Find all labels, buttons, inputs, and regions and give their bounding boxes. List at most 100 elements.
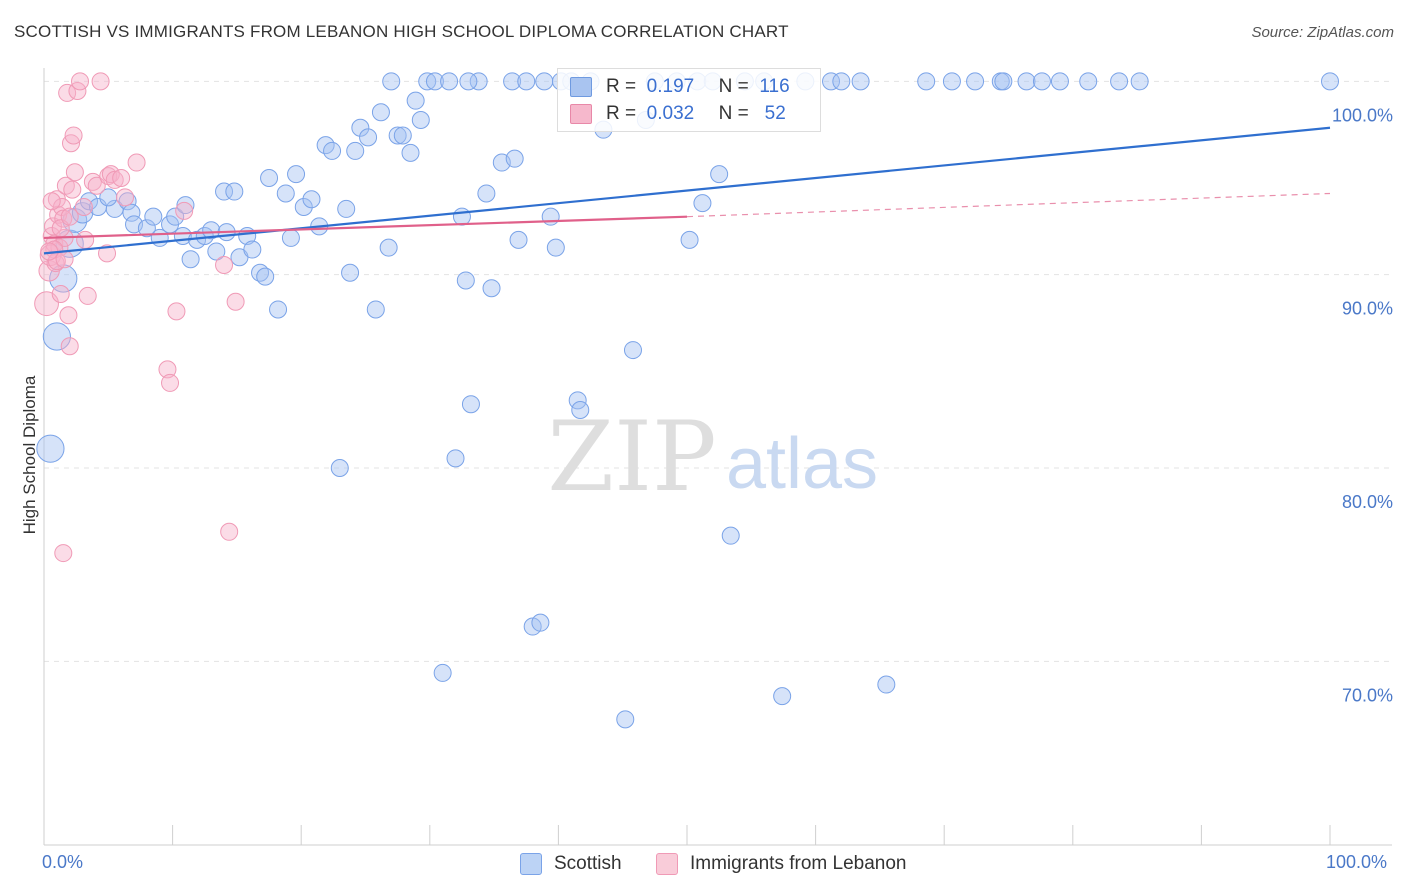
point-lebanon [60, 207, 79, 226]
point-scottish [851, 72, 870, 91]
point-scottish [680, 230, 699, 249]
point-scottish [260, 169, 279, 187]
point-scottish [966, 72, 985, 91]
point-scottish [623, 341, 642, 360]
point-scottish [181, 250, 200, 269]
point-scottish [541, 207, 560, 226]
point-scottish [346, 141, 365, 160]
point-lebanon [112, 169, 131, 187]
point-scottish [207, 242, 226, 261]
point-lebanon [78, 286, 97, 305]
point-scottish [243, 240, 262, 259]
point-lebanon [63, 180, 82, 199]
point-scottish [351, 118, 370, 137]
watermark-zip: ZIP [547, 401, 716, 513]
point-scottish [616, 710, 635, 729]
point-lebanon [64, 126, 83, 145]
chart-title: SCOTTISH VS IMMIGRANTS FROM LEBANON HIGH… [14, 22, 789, 41]
watermark-atlas: atlas [726, 424, 878, 504]
point-scottish [330, 459, 349, 477]
point-scottish [418, 72, 437, 91]
point-scottish [281, 228, 300, 247]
point-scottish [393, 126, 412, 145]
point-scottish [294, 198, 313, 216]
point-scottish [505, 149, 524, 168]
point-scottish [215, 182, 234, 201]
point-scottish [477, 184, 496, 203]
point-scottish [1110, 72, 1129, 91]
point-scottish [425, 72, 444, 91]
point-scottish [1321, 72, 1339, 91]
legend-n-label: N = [718, 103, 749, 124]
point-scottish [176, 196, 195, 215]
point-lebanon [127, 153, 146, 172]
point-lebanon [116, 188, 135, 207]
point-lebanon [91, 72, 110, 91]
point-scottish [822, 72, 841, 91]
point-lebanon [42, 192, 61, 211]
point-lebanon [54, 544, 73, 563]
point-scottish [710, 165, 729, 184]
point-scottish [535, 72, 554, 91]
legend-swatch-scottish [570, 77, 592, 97]
point-lebanon [60, 337, 79, 356]
point-scottish [225, 182, 244, 201]
point-scottish [433, 663, 452, 682]
legend-n-value: 52 [764, 103, 786, 124]
point-scottish [302, 190, 321, 209]
point-lebanon [59, 306, 78, 325]
point-lebanon [65, 163, 84, 182]
point-scottish [440, 72, 459, 91]
point-scottish [459, 72, 478, 91]
point-scottish [71, 202, 94, 224]
bottom-legend-lebanon: Immigrants from Lebanon [656, 851, 907, 877]
point-scottish [693, 194, 712, 213]
point-scottish [379, 238, 398, 257]
point-scottish [546, 238, 565, 257]
point-scottish [137, 219, 156, 238]
legend-n-value: 116 [759, 76, 790, 97]
point-scottish [877, 675, 896, 694]
point-lebanon [226, 292, 245, 311]
bottom-legend-swatch-scottish [520, 853, 542, 875]
point-scottish [446, 449, 465, 468]
point-scottish [382, 72, 401, 91]
legend-r-value: 0.197 [646, 76, 695, 97]
point-scottish [406, 91, 425, 110]
point-scottish [832, 72, 851, 91]
point-scottish [503, 72, 522, 91]
point-lebanon [51, 285, 70, 303]
bottom-legend-swatch-lebanon [656, 853, 678, 875]
y-tick-label: 100.0% [1332, 105, 1393, 125]
bottom-legend-scottish: Scottish [520, 851, 622, 877]
point-scottish [773, 687, 792, 706]
point-scottish [401, 143, 420, 162]
point-scottish [942, 72, 961, 91]
point-scottish [122, 203, 141, 222]
legend-swatch-lebanon [570, 104, 592, 124]
legend-r-label: R = [606, 103, 637, 124]
point-scottish [571, 401, 590, 419]
point-scottish [36, 434, 65, 463]
point-scottish [276, 184, 295, 203]
y-tick-label: 90.0% [1342, 299, 1393, 319]
point-lebanon [175, 201, 194, 220]
point-scottish [287, 165, 306, 184]
point-scottish [323, 141, 342, 160]
point-scottish [371, 103, 390, 122]
point-scottish [994, 72, 1013, 91]
point-scottish [1017, 72, 1036, 91]
point-scottish [80, 192, 99, 211]
point-scottish [144, 207, 163, 226]
point-lebanon [105, 170, 124, 189]
trendline-scottish [43, 126, 1331, 255]
point-lebanon [167, 302, 186, 321]
point-scottish [517, 72, 536, 91]
point-lebanon [55, 250, 74, 269]
point-scottish [166, 207, 185, 226]
point-scottish [202, 221, 221, 240]
point-lebanon [161, 373, 180, 392]
bottom-legend-label: Scottish [554, 853, 622, 874]
point-lebanon [74, 198, 93, 216]
